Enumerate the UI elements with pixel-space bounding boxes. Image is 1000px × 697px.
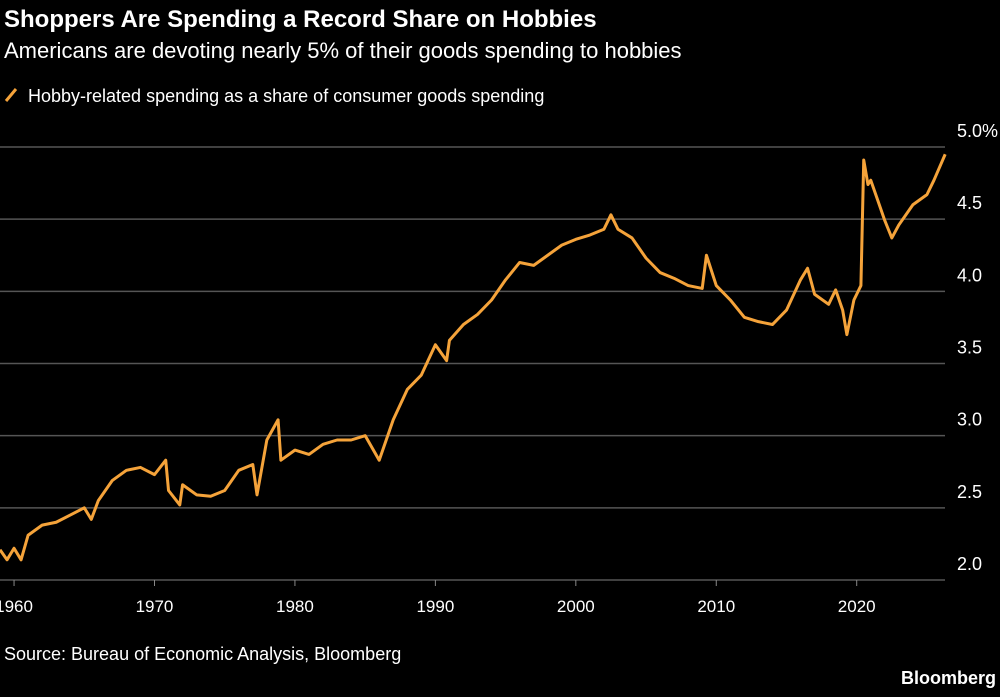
legend-label: Hobby-related spending as a share of con… — [28, 86, 544, 106]
legend-marker — [4, 88, 18, 102]
chart-subtitle: Americans are devoting nearly 5% of thei… — [4, 38, 682, 63]
x-tick-label: 2000 — [557, 597, 595, 616]
y-tick-label: 3.0 — [957, 410, 982, 430]
y-tick-label: 4.5 — [957, 193, 982, 213]
x-tick-label: 1970 — [136, 597, 174, 616]
y-tick-label: 2.5 — [957, 482, 982, 502]
x-tick-label: 1980 — [276, 597, 314, 616]
x-tick-label: 1960 — [0, 597, 33, 616]
x-tick-label: 2010 — [697, 597, 735, 616]
chart-title: Shoppers Are Spending a Record Share on … — [4, 6, 597, 33]
y-tick-label: 3.5 — [957, 338, 982, 358]
credit: Bloomberg — [901, 668, 996, 688]
y-tick-label: 2.0 — [957, 554, 982, 574]
x-tick-label: 2020 — [838, 597, 876, 616]
line-series — [0, 153, 947, 562]
source: Source: Bureau of Economic Analysis, Blo… — [4, 644, 401, 664]
y-tick-label: 4.0 — [957, 265, 982, 285]
x-tick-label: 1990 — [416, 597, 454, 616]
y-tick-label: 5.0% — [957, 121, 998, 141]
